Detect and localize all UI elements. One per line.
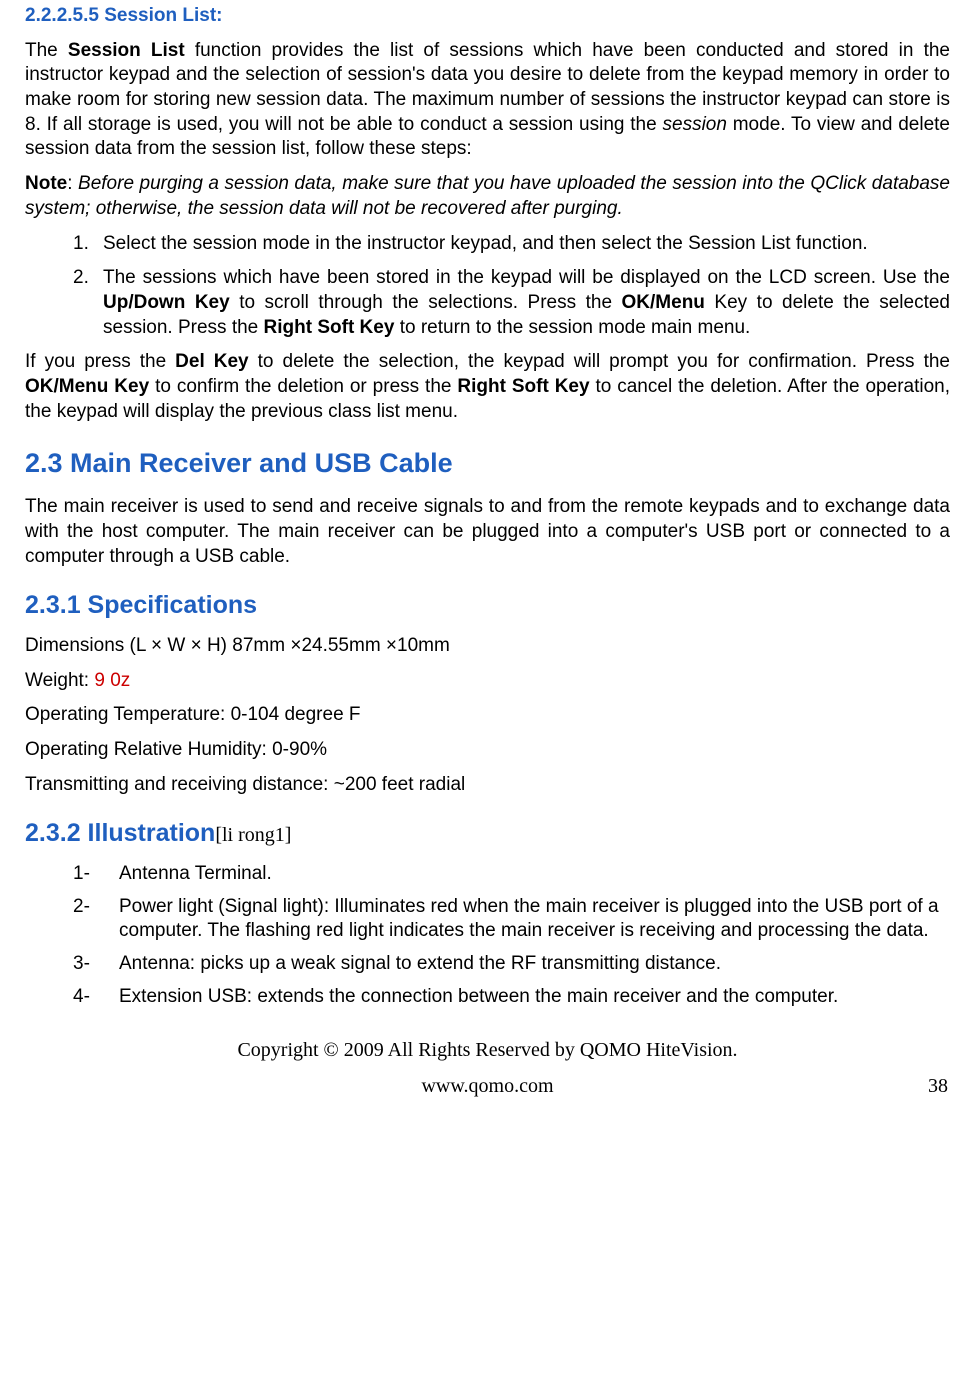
list-text: Antenna: picks up a weak signal to exten… <box>119 953 721 974</box>
bold-up-down-key: Up/Down Key <box>103 292 230 313</box>
heading-main-receiver: 2.3 Main Receiver and USB Cable <box>25 446 950 481</box>
list-number: 2. <box>73 266 89 291</box>
text: The sessions which have been stored in t… <box>103 267 950 288</box>
paragraph-session-list-intro: The Session List function provides the l… <box>25 39 950 162</box>
list-item: 1. Select the session mode in the instru… <box>73 232 950 257</box>
footer-line2: www.qomo.com 38 <box>25 1073 950 1099</box>
note-label: Note <box>25 173 67 194</box>
bold-session-list: Session List <box>68 40 185 61</box>
list-number: 1. <box>73 232 89 257</box>
list-text: Power light (Signal light): Illuminates … <box>119 896 939 942</box>
list-item: 4- Extension USB: extends the connection… <box>73 985 950 1010</box>
text: to confirm the deletion or press the <box>149 376 457 397</box>
bold-right-soft-key: Right Soft Key <box>264 317 395 338</box>
list-number: 4- <box>73 985 90 1010</box>
footer-copyright: Copyright © 2009 All Rights Reserved by … <box>25 1037 950 1063</box>
list-item: 2. The sessions which have been stored i… <box>73 266 950 340</box>
heading-specifications: 2.3.1 Specifications <box>25 589 950 622</box>
bold-ok-menu-key: OK/Menu Key <box>25 376 149 397</box>
list-number: 3- <box>73 952 90 977</box>
list-item: 1- Antenna Terminal. <box>73 862 950 887</box>
bold-right-soft-key: Right Soft Key <box>457 376 589 397</box>
paragraph-main-receiver: The main receiver is used to send and re… <box>25 495 950 569</box>
heading-illustration: 2.3.2 Illustration <box>25 819 215 847</box>
spec-dimensions: Dimensions (L × W × H) 87mm ×24.55mm ×10… <box>25 634 950 659</box>
text: The <box>25 40 68 61</box>
spec-temperature: Operating Temperature: 0-104 degree F <box>25 703 950 728</box>
list-text: Extension USB: extends the connection be… <box>119 986 838 1007</box>
heading-session-list: 2.2.2.5.5 Session List: <box>25 4 950 29</box>
page-number: 38 <box>928 1073 948 1099</box>
italic-session: session <box>663 114 727 135</box>
weight-value: 9 0z <box>94 670 130 691</box>
bold-ok-menu: OK/Menu <box>622 292 705 313</box>
spec-humidity: Operating Relative Humidity: 0-90% <box>25 738 950 763</box>
text: If you press the <box>25 351 175 372</box>
paragraph-note: Note: Before purging a session data, mak… <box>25 172 950 221</box>
text: to return to the session mode main menu. <box>394 317 750 338</box>
footer-url[interactable]: www.qomo.com <box>421 1073 553 1099</box>
list-item: 2- Power light (Signal light): Illuminat… <box>73 895 950 944</box>
heading-illustration-wrap: 2.3.2 Illustration[li rong1] <box>25 817 950 850</box>
text: to scroll through the selections. Press … <box>230 292 622 313</box>
spec-distance: Transmitting and receiving distance: ~20… <box>25 773 950 798</box>
list-number: 1- <box>73 862 90 887</box>
bold-del-key: Del Key <box>175 351 248 372</box>
ordered-list-illustration: 1- Antenna Terminal. 2- Power light (Sig… <box>73 862 950 1009</box>
list-text: Antenna Terminal. <box>119 863 272 884</box>
note-body: Before purging a session data, make sure… <box>25 173 950 219</box>
text: Weight: <box>25 670 94 691</box>
spec-weight: Weight: 9 0z <box>25 669 950 694</box>
list-number: 2- <box>73 895 90 920</box>
note-colon: : <box>67 173 78 194</box>
ordered-list-steps: 1. Select the session mode in the instru… <box>73 232 950 341</box>
text: to delete the selection, the keypad will… <box>249 351 950 372</box>
illustration-tag: [li rong1] <box>215 824 291 846</box>
paragraph-del-key: If you press the Del Key to delete the s… <box>25 350 950 424</box>
list-text: Select the session mode in the instructo… <box>103 233 868 254</box>
list-item: 3- Antenna: picks up a weak signal to ex… <box>73 952 950 977</box>
